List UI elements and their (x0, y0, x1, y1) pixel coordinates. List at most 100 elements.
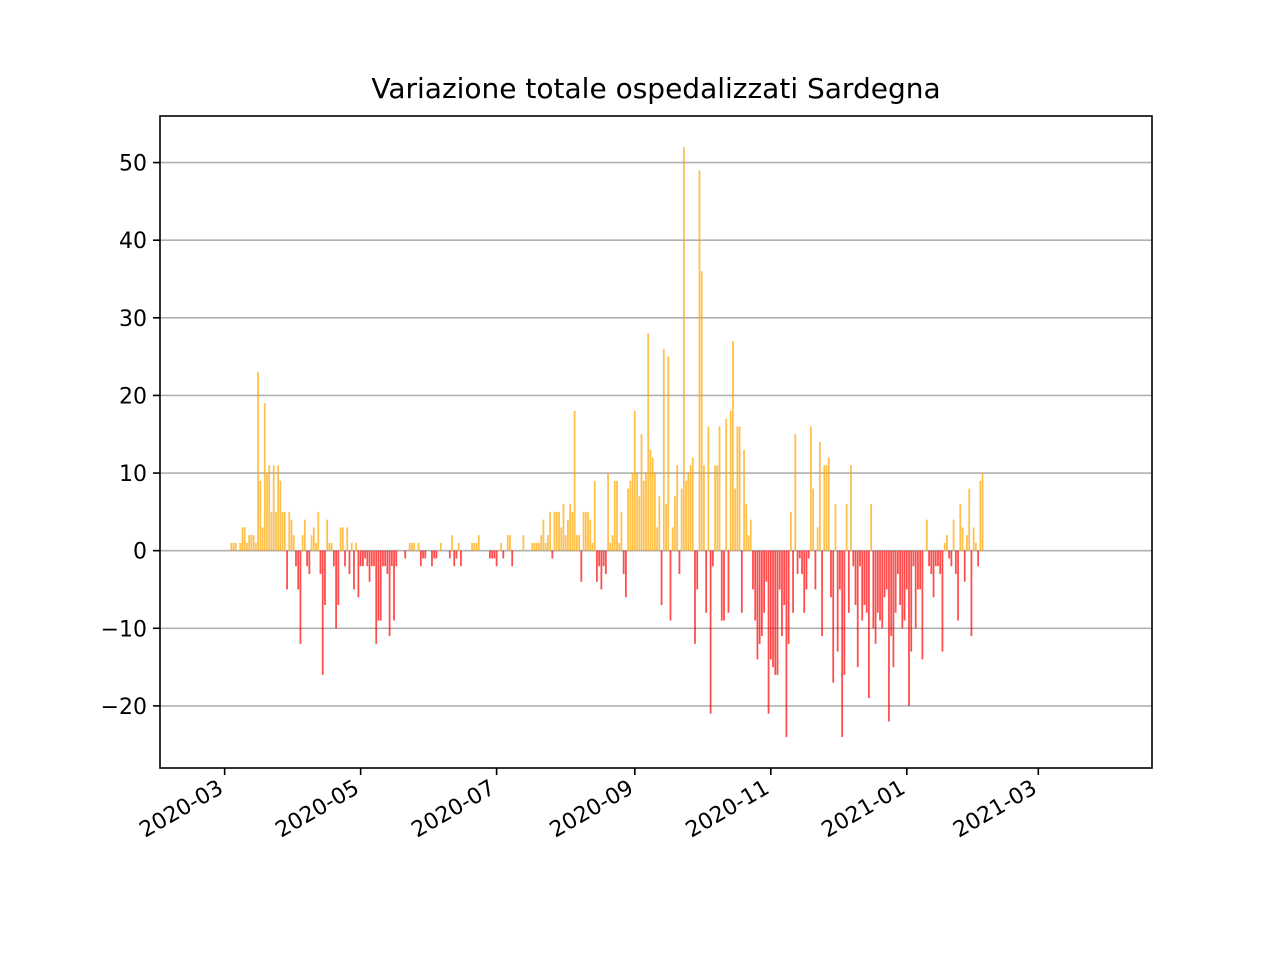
bar (830, 550, 832, 598)
bar (905, 550, 908, 590)
bar (794, 434, 797, 551)
bar (239, 542, 242, 551)
bar (694, 550, 696, 644)
x-tick-label: 2020-09 (546, 776, 638, 844)
bar (348, 550, 351, 574)
bar (471, 542, 473, 551)
bar (373, 550, 375, 567)
bar (832, 550, 835, 683)
bar (827, 457, 830, 551)
bar (946, 535, 948, 551)
bar (847, 550, 850, 613)
bar (341, 527, 344, 551)
bar (618, 542, 621, 551)
bar (801, 550, 803, 574)
bar (691, 457, 694, 551)
bar (767, 550, 770, 714)
bar (562, 504, 565, 551)
bar (257, 372, 259, 551)
bar (288, 511, 291, 551)
bar (259, 480, 262, 551)
bar (631, 473, 634, 551)
bar (825, 465, 828, 551)
bar (627, 488, 630, 551)
bar (738, 426, 741, 551)
bar (308, 550, 311, 574)
bar (549, 511, 551, 551)
bar (711, 550, 714, 567)
bar (357, 550, 360, 598)
bar (243, 527, 246, 551)
bar (745, 504, 748, 551)
bar (939, 550, 942, 574)
bar (963, 550, 966, 582)
bar (798, 550, 801, 559)
bar (553, 511, 556, 551)
bar (310, 535, 313, 551)
bar (787, 550, 790, 644)
bar (930, 550, 933, 574)
bar (384, 550, 387, 567)
bar (582, 511, 585, 551)
bar (491, 550, 494, 559)
bar (283, 511, 286, 551)
bar (250, 535, 253, 551)
bar (546, 535, 549, 551)
bar (959, 504, 962, 551)
bar (894, 550, 897, 613)
bar (921, 550, 924, 660)
bar (366, 550, 369, 567)
bar (279, 480, 282, 551)
bar (324, 550, 326, 605)
bar (823, 465, 826, 551)
bar (789, 511, 792, 551)
bar (879, 550, 881, 621)
bar (818, 442, 821, 551)
y-tick-label: 0 (133, 540, 147, 565)
bar (810, 426, 812, 551)
bar (870, 504, 873, 551)
bar (355, 542, 358, 551)
bar (473, 542, 476, 551)
bar (727, 550, 730, 613)
bar (638, 496, 641, 551)
bar (736, 426, 739, 551)
bar (957, 550, 959, 621)
bar (734, 488, 737, 551)
bar (669, 550, 672, 621)
bar (315, 542, 317, 551)
bar (368, 550, 371, 582)
bar (812, 488, 815, 551)
y-tick-label: 10 (119, 462, 147, 487)
bar (332, 550, 335, 567)
bar (729, 410, 732, 551)
bar (649, 449, 652, 551)
bar (716, 465, 719, 551)
bar (489, 550, 491, 559)
bar (629, 480, 632, 551)
bar (613, 480, 616, 551)
bar (312, 527, 315, 551)
bar (431, 550, 433, 567)
bar (943, 542, 946, 551)
bar (674, 496, 676, 551)
bar (968, 488, 971, 551)
bar (865, 550, 868, 613)
bar (740, 550, 743, 613)
bar (796, 550, 799, 574)
bar (700, 271, 703, 551)
chart-title: Variazione totale ospedalizzati Sardegna (371, 72, 940, 105)
bar (558, 511, 560, 551)
bar (769, 550, 772, 660)
bar (919, 550, 922, 590)
bar (941, 550, 944, 652)
y-tick-label: −10 (101, 617, 147, 642)
bar (852, 550, 855, 567)
bar (337, 550, 340, 605)
bar (560, 527, 563, 551)
bar (814, 550, 817, 590)
bar (596, 550, 598, 582)
bar (379, 550, 382, 621)
bar (910, 550, 913, 652)
bar (571, 511, 574, 551)
